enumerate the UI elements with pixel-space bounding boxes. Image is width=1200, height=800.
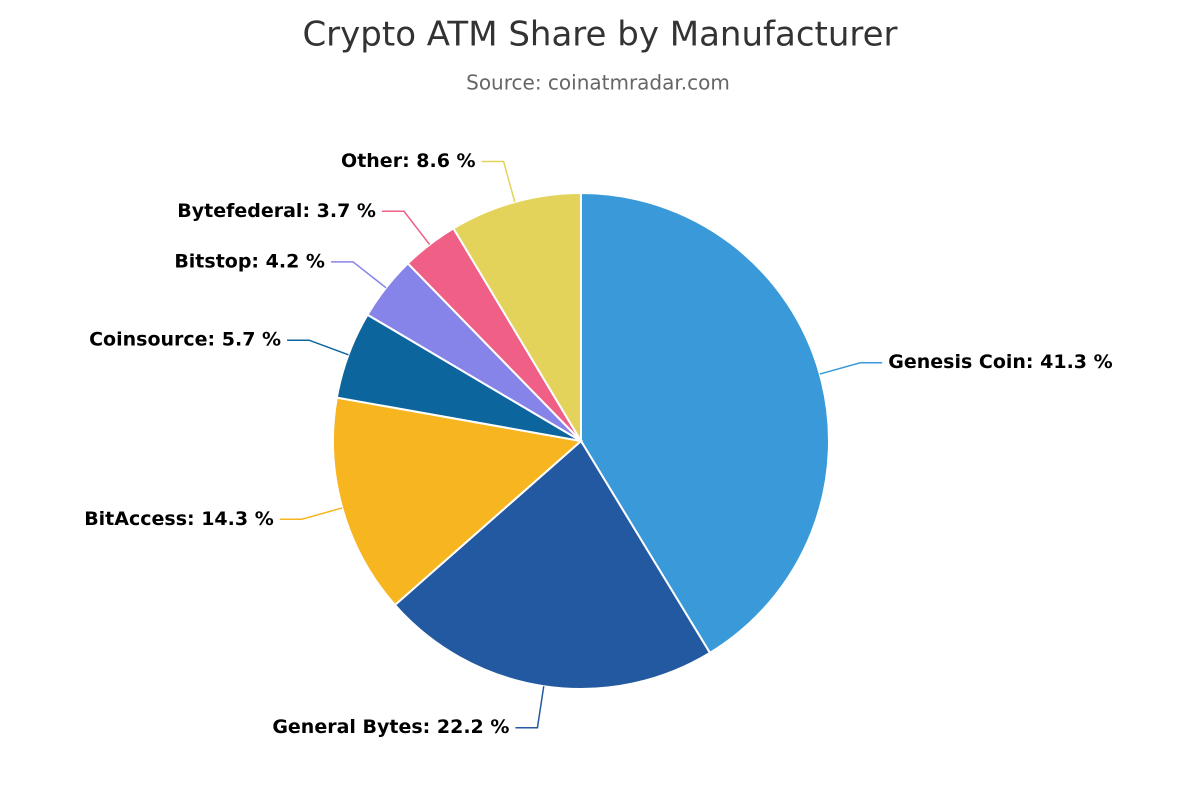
data-label: Bytefederal: 3.7 %: [177, 200, 376, 222]
leader-line: [481, 160, 516, 203]
data-label: Other: 8.6 %: [341, 150, 476, 172]
data-label: General Bytes: 22.2 %: [272, 716, 509, 738]
pie-slice: [452, 191, 582, 445]
leader-line: [279, 507, 343, 521]
leader-line: [287, 339, 349, 356]
leader-line: [330, 261, 387, 289]
chart-subtitle: Source: coinatmradar.com: [466, 71, 730, 95]
pie-slice: [332, 396, 584, 607]
leader-line: [819, 361, 883, 375]
data-label: Genesis Coin: 41.3 %: [888, 351, 1112, 373]
leader-line: [381, 210, 431, 246]
data-label: BitAccess: 14.3 %: [84, 508, 274, 530]
pie-slice: [393, 439, 712, 690]
data-label: Coinsource: 5.7 %: [89, 329, 281, 351]
chart-title: Crypto ATM Share by Manufacturer: [302, 15, 897, 55]
data-label: Bitstop: 4.2 %: [174, 250, 325, 272]
leader-line: [515, 686, 545, 729]
